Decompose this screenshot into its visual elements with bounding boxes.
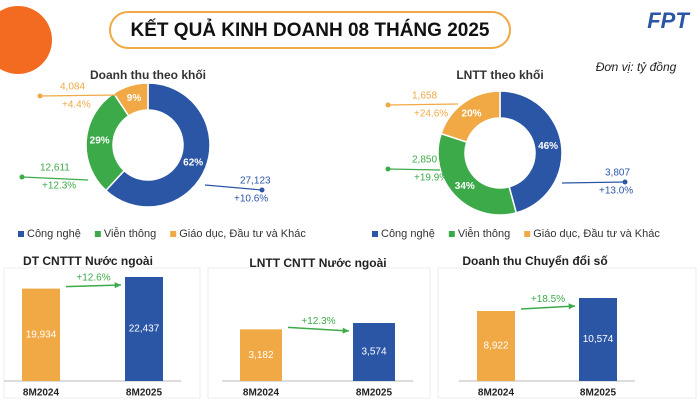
leader-dot — [385, 166, 391, 172]
leader-line — [387, 103, 459, 106]
value-label: 3,807 — [605, 168, 630, 179]
leader-line — [39, 94, 119, 97]
x-tick-label: 8M2024 — [243, 388, 280, 399]
chart-title: Doanh thu Chuyển đổi số — [462, 254, 607, 268]
x-tick-label: 8M2024 — [478, 388, 515, 399]
legend-label: Giáo dục, Đầu tư và Khác — [533, 228, 660, 240]
share-label: 29% — [90, 136, 110, 147]
leader-dot — [37, 93, 43, 99]
growth-label: +18.5% — [531, 294, 565, 305]
leader-line — [561, 181, 626, 184]
legend-label: Viễn thông — [458, 227, 510, 240]
chart-title: LNTT CNTT Nước ngoài — [249, 256, 386, 270]
leader-line — [21, 176, 89, 181]
page-title: KẾT QUẢ KINH DOANH 08 THÁNG 2025 — [131, 19, 490, 41]
legend-label: Công nghệ — [27, 228, 81, 240]
bar — [22, 288, 60, 381]
legend-swatch — [18, 231, 24, 237]
value-label: 22,437 — [129, 324, 160, 335]
legend-label: Giáo dục, Đầu tư và Khác — [179, 228, 306, 240]
chart-title: Doanh thu theo khối — [90, 68, 206, 82]
share-label: 46% — [538, 141, 558, 152]
value-label: 8,922 — [483, 341, 508, 352]
value-label: 4,084 — [60, 82, 85, 93]
value-label: 27,123 — [240, 176, 271, 187]
growth-label: +12.3% — [301, 316, 335, 327]
legend-swatch — [372, 231, 378, 237]
growth-arrow — [287, 326, 350, 332]
x-tick-label: 8M2024 — [23, 388, 60, 399]
growth-label: +24.6% — [414, 109, 448, 120]
value-label: 10,574 — [583, 334, 614, 345]
arrow-head — [568, 303, 575, 310]
leader-dot — [259, 187, 265, 193]
donut-segment — [437, 132, 518, 216]
donut-segment — [499, 90, 563, 214]
bar — [125, 277, 163, 381]
legend-swatch — [170, 231, 177, 237]
x-tick-label: 8M2025 — [580, 388, 617, 399]
leader-dot — [622, 179, 628, 185]
arrow-head — [342, 327, 349, 334]
legend-swatch — [448, 231, 455, 237]
leader-line — [387, 168, 441, 171]
leader-dot — [385, 102, 391, 108]
panel — [3, 267, 201, 399]
legend-label: Viễn thông — [104, 227, 156, 240]
growth-label: +19.9% — [414, 173, 448, 184]
logo: FPT — [647, 8, 690, 33]
growth-label: +4.4% — [62, 100, 91, 111]
growth-label: +10.6% — [234, 194, 268, 205]
chart-title: DT CNTTT Nước ngoài — [23, 254, 153, 268]
legend-swatch — [524, 231, 531, 237]
value-label: 12,611 — [40, 163, 70, 174]
share-label: 20% — [462, 108, 482, 119]
leader-dot — [19, 174, 25, 180]
value-label: 3,182 — [248, 350, 273, 361]
donut-segment — [440, 90, 501, 144]
x-tick-label: 8M2025 — [126, 388, 163, 399]
bar — [579, 298, 617, 381]
growth-label: +12.3% — [42, 181, 76, 192]
growth-arrow — [65, 284, 122, 288]
share-label: 34% — [455, 181, 475, 192]
bar — [477, 310, 515, 381]
legend-label: Công nghệ — [381, 228, 435, 240]
leader-line — [204, 184, 263, 191]
legend-swatch — [94, 231, 101, 237]
arrow-head — [114, 282, 121, 289]
share-label: 9% — [127, 93, 142, 104]
value-label: 2,850 — [412, 155, 437, 166]
decor-circle — [0, 6, 52, 74]
share-label: 62% — [183, 157, 203, 168]
value-label: 19,934 — [26, 329, 57, 340]
bar — [353, 323, 395, 381]
growth-label: +13.0% — [599, 186, 633, 197]
chart-title: LNTT theo khối — [456, 68, 543, 82]
value-label: 3,574 — [361, 347, 386, 358]
title-pill — [109, 11, 511, 49]
unit-note: Đơn vị: tỷ đồng — [596, 60, 677, 74]
panel — [207, 267, 431, 399]
donut-segment — [112, 82, 149, 117]
donut-segment — [104, 82, 211, 208]
value-label: 1,658 — [412, 91, 437, 102]
growth-label: +12.6% — [76, 272, 110, 283]
x-tick-label: 8M2025 — [356, 388, 393, 399]
growth-arrow — [520, 305, 576, 310]
panel — [437, 267, 697, 399]
bar — [240, 329, 282, 381]
